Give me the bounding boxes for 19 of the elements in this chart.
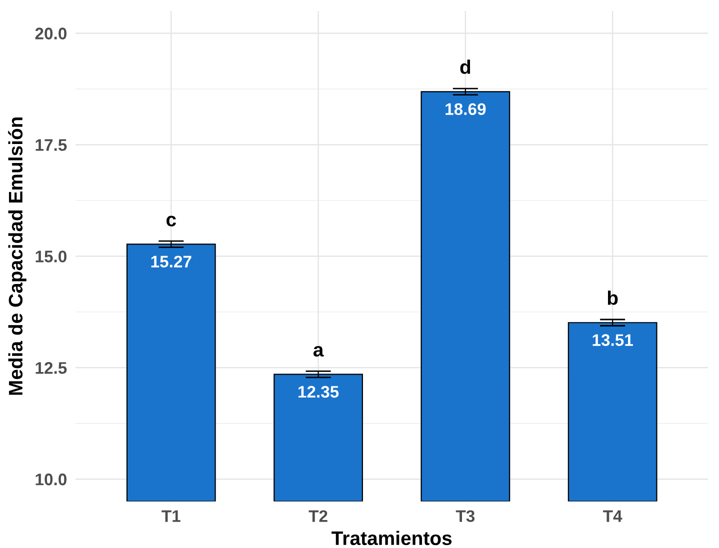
y-tick-label: 15.0 xyxy=(36,250,66,262)
data-label: 15.27 xyxy=(151,256,192,268)
data-label: 13.51 xyxy=(592,334,633,346)
annotation: d xyxy=(460,60,470,74)
x-axis-title: Tratamientos xyxy=(332,530,452,546)
annotation: c xyxy=(166,216,176,226)
x-tick-label: T2 xyxy=(308,510,328,522)
y-axis-title: Media de Capacidad Emulsión xyxy=(8,117,26,395)
y-tick-label: 20.0 xyxy=(35,28,66,40)
data-label: 18.69 xyxy=(446,103,486,116)
annotation: b xyxy=(608,290,618,305)
y-tick-label: 10.0 xyxy=(36,474,66,486)
x-tick-label: T4 xyxy=(603,510,622,522)
data-label: 12.35 xyxy=(298,386,339,398)
x-tick-label: T1 xyxy=(162,510,180,522)
x-tick-label: T3 xyxy=(456,510,475,522)
annotation: a xyxy=(313,346,324,357)
y-tick-label: 17.5 xyxy=(36,139,67,151)
y-tick-label: 12.5 xyxy=(36,362,67,374)
